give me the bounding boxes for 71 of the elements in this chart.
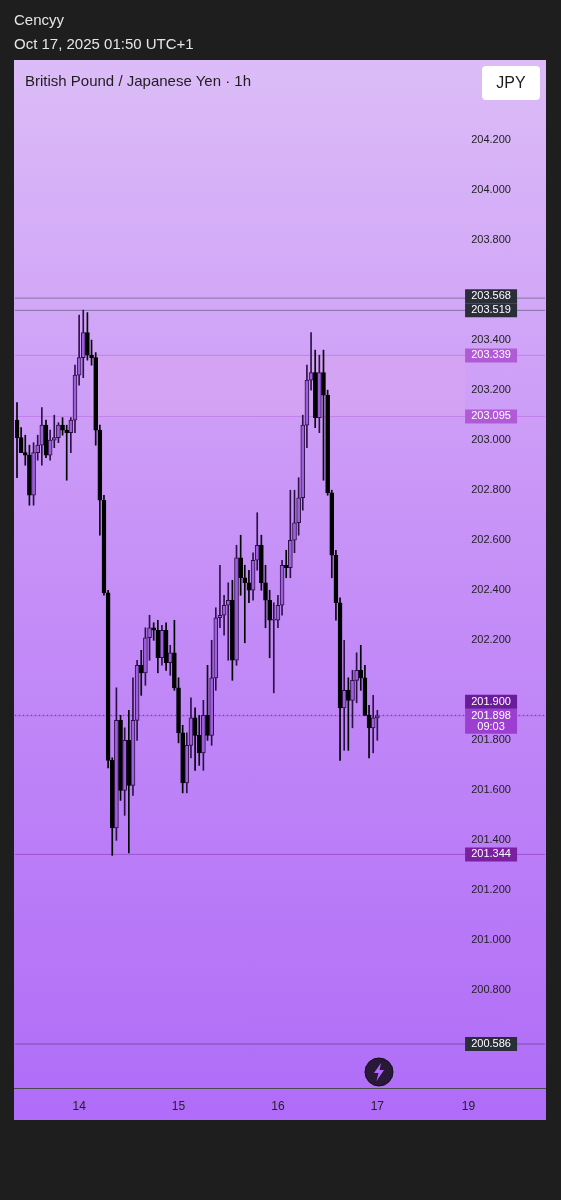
candlestick [201, 699, 206, 771]
candlestick [341, 639, 347, 751]
candlestick [27, 444, 32, 506]
x-tick-label: 19 [461, 1098, 476, 1113]
y-tick-label: 201.200 [471, 883, 511, 896]
ref-line-label: 201.900 [471, 694, 511, 707]
candlestick [288, 489, 293, 579]
candlestick [209, 639, 214, 746]
y-tick-label: 203.800 [471, 233, 511, 246]
y-tick-label: 204.200 [471, 133, 511, 146]
candlestick [354, 652, 359, 704]
ref-line-label: 203.519 [471, 303, 511, 316]
ref-line-label: 201.898 09:03 [471, 708, 511, 732]
candlestick [205, 664, 210, 741]
candlestick [60, 417, 65, 436]
candlestick [172, 619, 177, 691]
ref-line-label: 203.568 [471, 289, 511, 302]
y-tick-label: 203.000 [471, 433, 511, 446]
ref-line-label: 201.344 [471, 847, 511, 860]
text: Cencyy [14, 10, 66, 30]
candlestick [296, 477, 301, 536]
y-tick-label: 201.400 [471, 833, 511, 846]
candlestick [64, 424, 70, 481]
y-axis-title: JPY [482, 66, 540, 100]
x-tick-label: 17 [370, 1098, 385, 1113]
candlestick [147, 614, 152, 661]
y-tick-label: 202.600 [471, 533, 511, 546]
candlestick [350, 669, 355, 729]
x-tick-label: 15 [171, 1098, 186, 1113]
candlestick [85, 312, 90, 361]
candlestick [180, 724, 185, 794]
y-tick-label: 203.200 [471, 383, 511, 396]
y-tick-label: 203.400 [471, 333, 511, 346]
candlestick [138, 649, 144, 696]
candlestick [292, 489, 297, 554]
y-tick-label: 204.000 [471, 183, 511, 196]
candlestick [370, 694, 376, 754]
text: Oct 17, 2025 01:50 UTC+1 [14, 34, 194, 54]
y-tick-label: 201.800 [471, 733, 511, 746]
candlestick [234, 544, 239, 666]
y-tick-label: 202.200 [471, 633, 511, 646]
candlestick [271, 602, 277, 694]
candlestick [283, 549, 289, 579]
y-tick-label: 200.800 [471, 983, 511, 996]
ref-line-label: 203.339 [471, 348, 511, 361]
text: British Pound / Japanese Yen · 1h [25, 72, 251, 89]
x-tick-label: 16 [271, 1098, 285, 1113]
y-tick-label: 202.400 [471, 583, 511, 596]
candlestick [230, 579, 235, 681]
candlestick [143, 627, 148, 686]
candlestick [56, 422, 61, 444]
candlestick [31, 442, 36, 506]
candlestick [317, 354, 322, 434]
ref-line-label: 200.586 [471, 1037, 511, 1050]
candlestick [22, 434, 28, 466]
y-tick-label: 201.000 [471, 933, 511, 946]
candlestick [118, 714, 123, 801]
candlestick [325, 389, 330, 496]
candlestick [259, 534, 264, 591]
candlestick [176, 677, 181, 744]
candlestick [321, 349, 326, 481]
candlestick [267, 589, 272, 659]
y-tick-label: 201.600 [471, 783, 511, 796]
x-tick-label: 14 [72, 1098, 87, 1113]
ref-line-label: 203.095 [471, 409, 511, 422]
candlestick [263, 564, 268, 629]
y-tick-label: 202.800 [471, 483, 511, 496]
candlestick [89, 339, 94, 366]
candlestick [346, 677, 351, 751]
candlestick [238, 534, 243, 596]
candlestick [114, 687, 119, 841]
